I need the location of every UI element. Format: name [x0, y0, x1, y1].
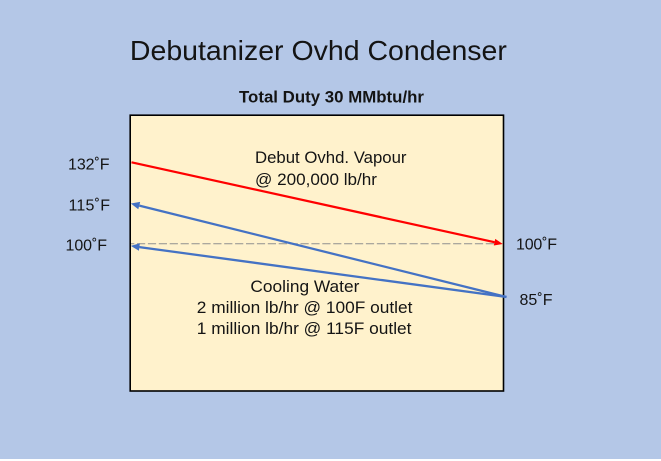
svg-text:100˚F: 100˚F — [66, 237, 108, 254]
svg-text:85˚F: 85˚F — [520, 292, 553, 309]
svg-text:Cooling Water: Cooling Water — [250, 277, 359, 296]
svg-text:Total Duty 30 MMbtu/hr: Total Duty 30 MMbtu/hr — [239, 87, 424, 106]
svg-text:@ 200,000 lb/hr: @ 200,000 lb/hr — [255, 170, 377, 189]
svg-text:100˚F: 100˚F — [516, 236, 557, 253]
svg-text:115˚F: 115˚F — [69, 198, 111, 215]
svg-text:2 million lb/hr @ 100F outlet: 2 million lb/hr @ 100F outlet — [197, 298, 413, 317]
svg-text:1 million lb/hr @ 115F outlet: 1 million lb/hr @ 115F outlet — [197, 319, 412, 338]
svg-text:132˚F: 132˚F — [68, 156, 110, 173]
svg-text:Debutanizer Ovhd Condenser: Debutanizer Ovhd Condenser — [130, 35, 507, 66]
svg-text:Debut Ovhd. Vapour: Debut Ovhd. Vapour — [255, 148, 407, 167]
